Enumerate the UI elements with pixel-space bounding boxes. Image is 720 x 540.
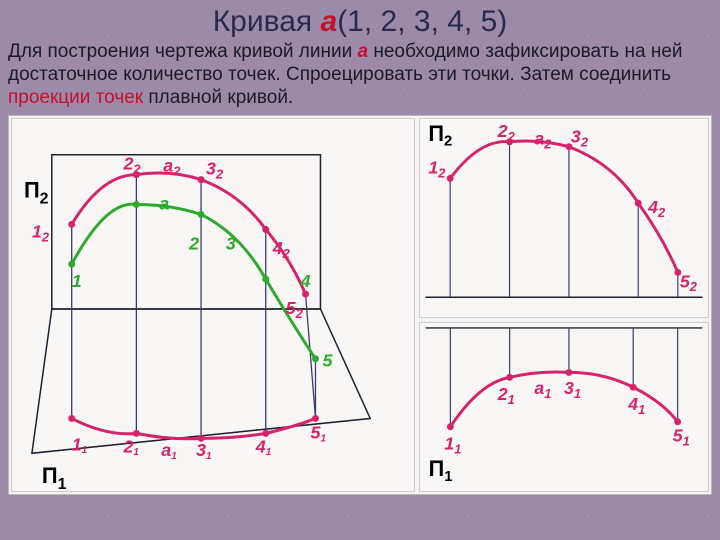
lbl-a1: a1 xyxy=(161,440,177,462)
lbl-g1: 1 xyxy=(72,271,82,291)
lbl-a2: a2 xyxy=(163,156,181,179)
tr-32: 32 xyxy=(571,127,589,150)
br-31: 31 xyxy=(564,378,581,401)
tr-a2: a2 xyxy=(534,129,552,152)
title-a: а xyxy=(321,5,338,38)
svg-pi1: П1 11 21 a1 31 41 51 xyxy=(420,323,708,491)
lbl-g5: 5 xyxy=(322,351,333,371)
tr-22: 22 xyxy=(497,121,516,144)
body-end: плавной кривой. xyxy=(143,87,293,108)
proj-lines-tr xyxy=(450,142,678,297)
lbl-52: 52 xyxy=(286,298,304,321)
body-text: Для построения чертежа кривой линии а не… xyxy=(8,40,712,110)
nodes-green xyxy=(68,201,319,362)
br-41: 41 xyxy=(627,394,645,417)
lbl-51: 51 xyxy=(311,422,327,444)
lbl-g2: 2 xyxy=(188,233,199,253)
tr-12: 12 xyxy=(428,157,446,180)
body-a: а xyxy=(358,41,369,62)
svg-pi2: П2 12 22 a2 32 42 52 xyxy=(420,119,708,317)
label-pi2-tr: П2 xyxy=(428,121,452,150)
curve-magenta-floor xyxy=(72,418,316,438)
tr-42: 42 xyxy=(647,197,666,220)
lbl-22: 22 xyxy=(122,154,141,177)
lbl-g4: 4 xyxy=(300,271,311,291)
panel-pi2: П2 12 22 a2 32 42 52 xyxy=(419,118,709,318)
label-pi1-br: П1 xyxy=(429,456,453,485)
br-11: 11 xyxy=(444,434,461,457)
title-suffix: (1, 2, 3, 4, 5) xyxy=(337,5,507,38)
br-51: 51 xyxy=(673,426,690,449)
lbl-a: a xyxy=(159,193,169,213)
label-pi2: П2 xyxy=(24,178,49,208)
lbl-12: 12 xyxy=(32,221,50,244)
svg-3d: П2 П1 12 22 a2 32 42 52 a 1 2 3 4 5 11 2… xyxy=(12,119,414,491)
lbl-32: 32 xyxy=(206,159,224,182)
tr-52: 52 xyxy=(680,271,698,294)
curve-tr xyxy=(450,141,678,272)
lbl-g3: 3 xyxy=(226,233,236,253)
curve-green xyxy=(72,204,316,359)
lbl-42: 42 xyxy=(272,238,291,261)
diagram-area: П2 П1 12 22 a2 32 42 52 a 1 2 3 4 5 11 2… xyxy=(8,115,712,495)
page-title: Кривая а(1, 2, 3, 4, 5) xyxy=(8,6,712,38)
lbl-41: 41 xyxy=(255,436,272,458)
label-pi1: П1 xyxy=(42,463,67,491)
lbl-11: 11 xyxy=(72,434,88,456)
body-pre: Для построения чертежа кривой линии xyxy=(8,41,358,62)
nodes-tr xyxy=(447,138,682,276)
br-a1: a1 xyxy=(534,378,551,401)
panel-3d: П2 П1 12 22 a2 32 42 52 a 1 2 3 4 5 11 2… xyxy=(11,118,415,492)
title-prefix: Кривая xyxy=(213,5,321,38)
panel-pi1: П1 11 21 a1 31 41 51 xyxy=(419,322,709,492)
lbl-31: 31 xyxy=(196,440,212,462)
br-21: 21 xyxy=(497,384,515,407)
lbl-21: 21 xyxy=(122,436,139,458)
body-proj: проекции точек xyxy=(8,87,143,108)
